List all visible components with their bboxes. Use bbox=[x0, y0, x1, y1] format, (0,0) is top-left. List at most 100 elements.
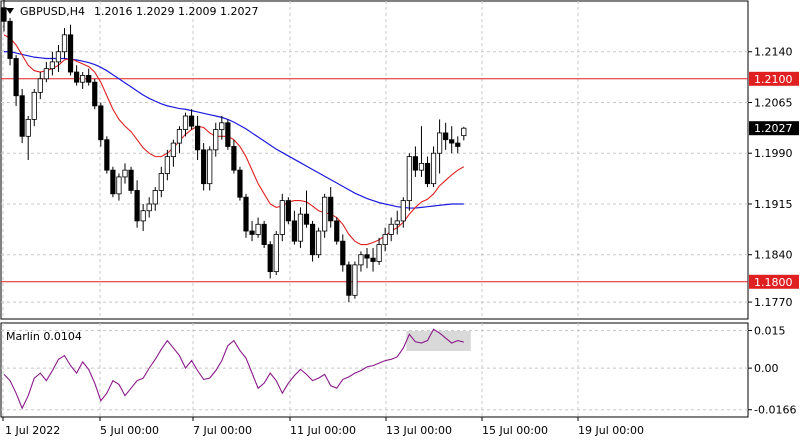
candle bbox=[328, 187, 334, 228]
candle-body-up bbox=[297, 213, 304, 242]
candle bbox=[225, 119, 231, 150]
candle-body-down bbox=[92, 81, 98, 107]
ohlc-label: 1.2016 1.2029 1.2009 1.2027 bbox=[94, 5, 258, 18]
candle bbox=[207, 146, 213, 191]
osc-tick-label: 0.00 bbox=[754, 362, 779, 375]
candle-body-down bbox=[449, 139, 455, 144]
candle bbox=[231, 139, 237, 174]
candle bbox=[346, 261, 352, 303]
candle-body-up bbox=[170, 142, 176, 158]
oscillator-grid bbox=[1, 323, 748, 417]
candle-body-up bbox=[255, 223, 261, 235]
candle-body-down bbox=[67, 34, 74, 73]
time-tick-label: 5 Jul 00:00 bbox=[100, 424, 159, 437]
candle-body-down bbox=[309, 223, 316, 256]
candle bbox=[182, 112, 189, 137]
price-tick-label: 1.2140 bbox=[754, 46, 793, 59]
candle bbox=[43, 61, 49, 83]
candle-body-down bbox=[291, 220, 298, 242]
candle-body-down bbox=[110, 169, 116, 195]
price-tick-label: 1.1770 bbox=[754, 296, 793, 309]
candle-body-down bbox=[1, 7, 7, 22]
candle-body-down bbox=[455, 142, 461, 147]
candle bbox=[146, 197, 152, 218]
candle-body-down bbox=[237, 169, 243, 198]
candle bbox=[98, 102, 104, 147]
candles bbox=[1, 0, 467, 303]
candle bbox=[104, 136, 110, 174]
slow-ma-line bbox=[4, 51, 464, 209]
candle-body-down bbox=[443, 132, 449, 141]
candle-body-down bbox=[249, 230, 255, 235]
candle bbox=[285, 197, 291, 225]
time-tick-label: 19 Jul 00:00 bbox=[578, 424, 644, 437]
candle-body-up bbox=[140, 210, 146, 222]
candle-body-up bbox=[213, 129, 219, 151]
candle bbox=[31, 88, 37, 127]
time-tick-label: 15 Jul 00:00 bbox=[482, 424, 548, 437]
candle bbox=[358, 251, 364, 272]
candle bbox=[237, 166, 243, 201]
oscillator-title: Marlin 0.0104 bbox=[6, 330, 82, 343]
candle-body-up bbox=[182, 115, 189, 130]
candle bbox=[86, 68, 92, 86]
candle bbox=[55, 44, 62, 73]
last-price-box bbox=[749, 121, 799, 136]
candle bbox=[80, 72, 86, 89]
oscillator-panel-frame bbox=[0, 322, 749, 418]
candle bbox=[455, 136, 461, 154]
price-grid bbox=[1, 1, 748, 319]
candle-body-down bbox=[231, 146, 237, 171]
level-price-box bbox=[749, 274, 799, 289]
time-tick-label: 1 Jul 2022 bbox=[5, 424, 60, 437]
candle bbox=[194, 116, 201, 160]
price-tick-label: 1.1990 bbox=[754, 147, 793, 160]
candle bbox=[309, 220, 316, 262]
candle-body-down bbox=[364, 254, 370, 259]
candle bbox=[7, 17, 13, 66]
candle bbox=[382, 227, 388, 252]
price-tick-label: 1.1915 bbox=[754, 198, 793, 211]
level-price-box bbox=[749, 71, 799, 86]
candle-body-up bbox=[146, 203, 152, 212]
candle-body-up bbox=[406, 156, 412, 201]
candle-body-down bbox=[334, 220, 340, 242]
candle-body-up bbox=[43, 68, 49, 80]
candle-body-down bbox=[346, 264, 352, 296]
candle-body-down bbox=[267, 244, 273, 273]
candle bbox=[424, 156, 431, 188]
candle-body-up bbox=[418, 162, 425, 171]
candle bbox=[273, 231, 279, 276]
candle bbox=[67, 24, 74, 76]
candle bbox=[352, 261, 358, 299]
symbol-label: GBPUSD,H4 bbox=[20, 5, 85, 18]
candle-body-up bbox=[37, 78, 43, 93]
candle-body-down bbox=[74, 71, 80, 83]
candle-body-down bbox=[328, 196, 334, 222]
candle bbox=[388, 217, 394, 242]
candle-body-up bbox=[430, 152, 437, 185]
candle bbox=[461, 126, 467, 141]
price-panel[interactable]: 1.2100 1.1800 1.2140 1.2065 1.1990 1.1915 1.1… bbox=[0, 0, 799, 320]
candle bbox=[418, 126, 425, 177]
last-price-label: 1.2027 bbox=[754, 122, 793, 135]
candle bbox=[255, 217, 261, 238]
candle bbox=[128, 166, 134, 194]
candle bbox=[219, 116, 225, 140]
candle bbox=[25, 116, 31, 160]
candle-body-down bbox=[243, 196, 249, 232]
candle bbox=[49, 51, 56, 76]
candle bbox=[164, 149, 170, 181]
candle-body-up bbox=[31, 91, 37, 120]
candle bbox=[394, 210, 400, 235]
dropdown-triangle-icon[interactable] bbox=[6, 8, 14, 14]
candle-body-up bbox=[400, 200, 406, 222]
oscillator-panel[interactable]: 0.015 0.00 -0.0166 Marlin 0.0104 bbox=[0, 322, 796, 418]
candle-body-down bbox=[98, 105, 104, 141]
time-tick-label: 13 Jul 00:00 bbox=[386, 424, 452, 437]
candle bbox=[322, 193, 328, 238]
candle-body-up bbox=[394, 220, 400, 225]
candle-body-down bbox=[19, 95, 25, 137]
candle bbox=[297, 207, 304, 248]
